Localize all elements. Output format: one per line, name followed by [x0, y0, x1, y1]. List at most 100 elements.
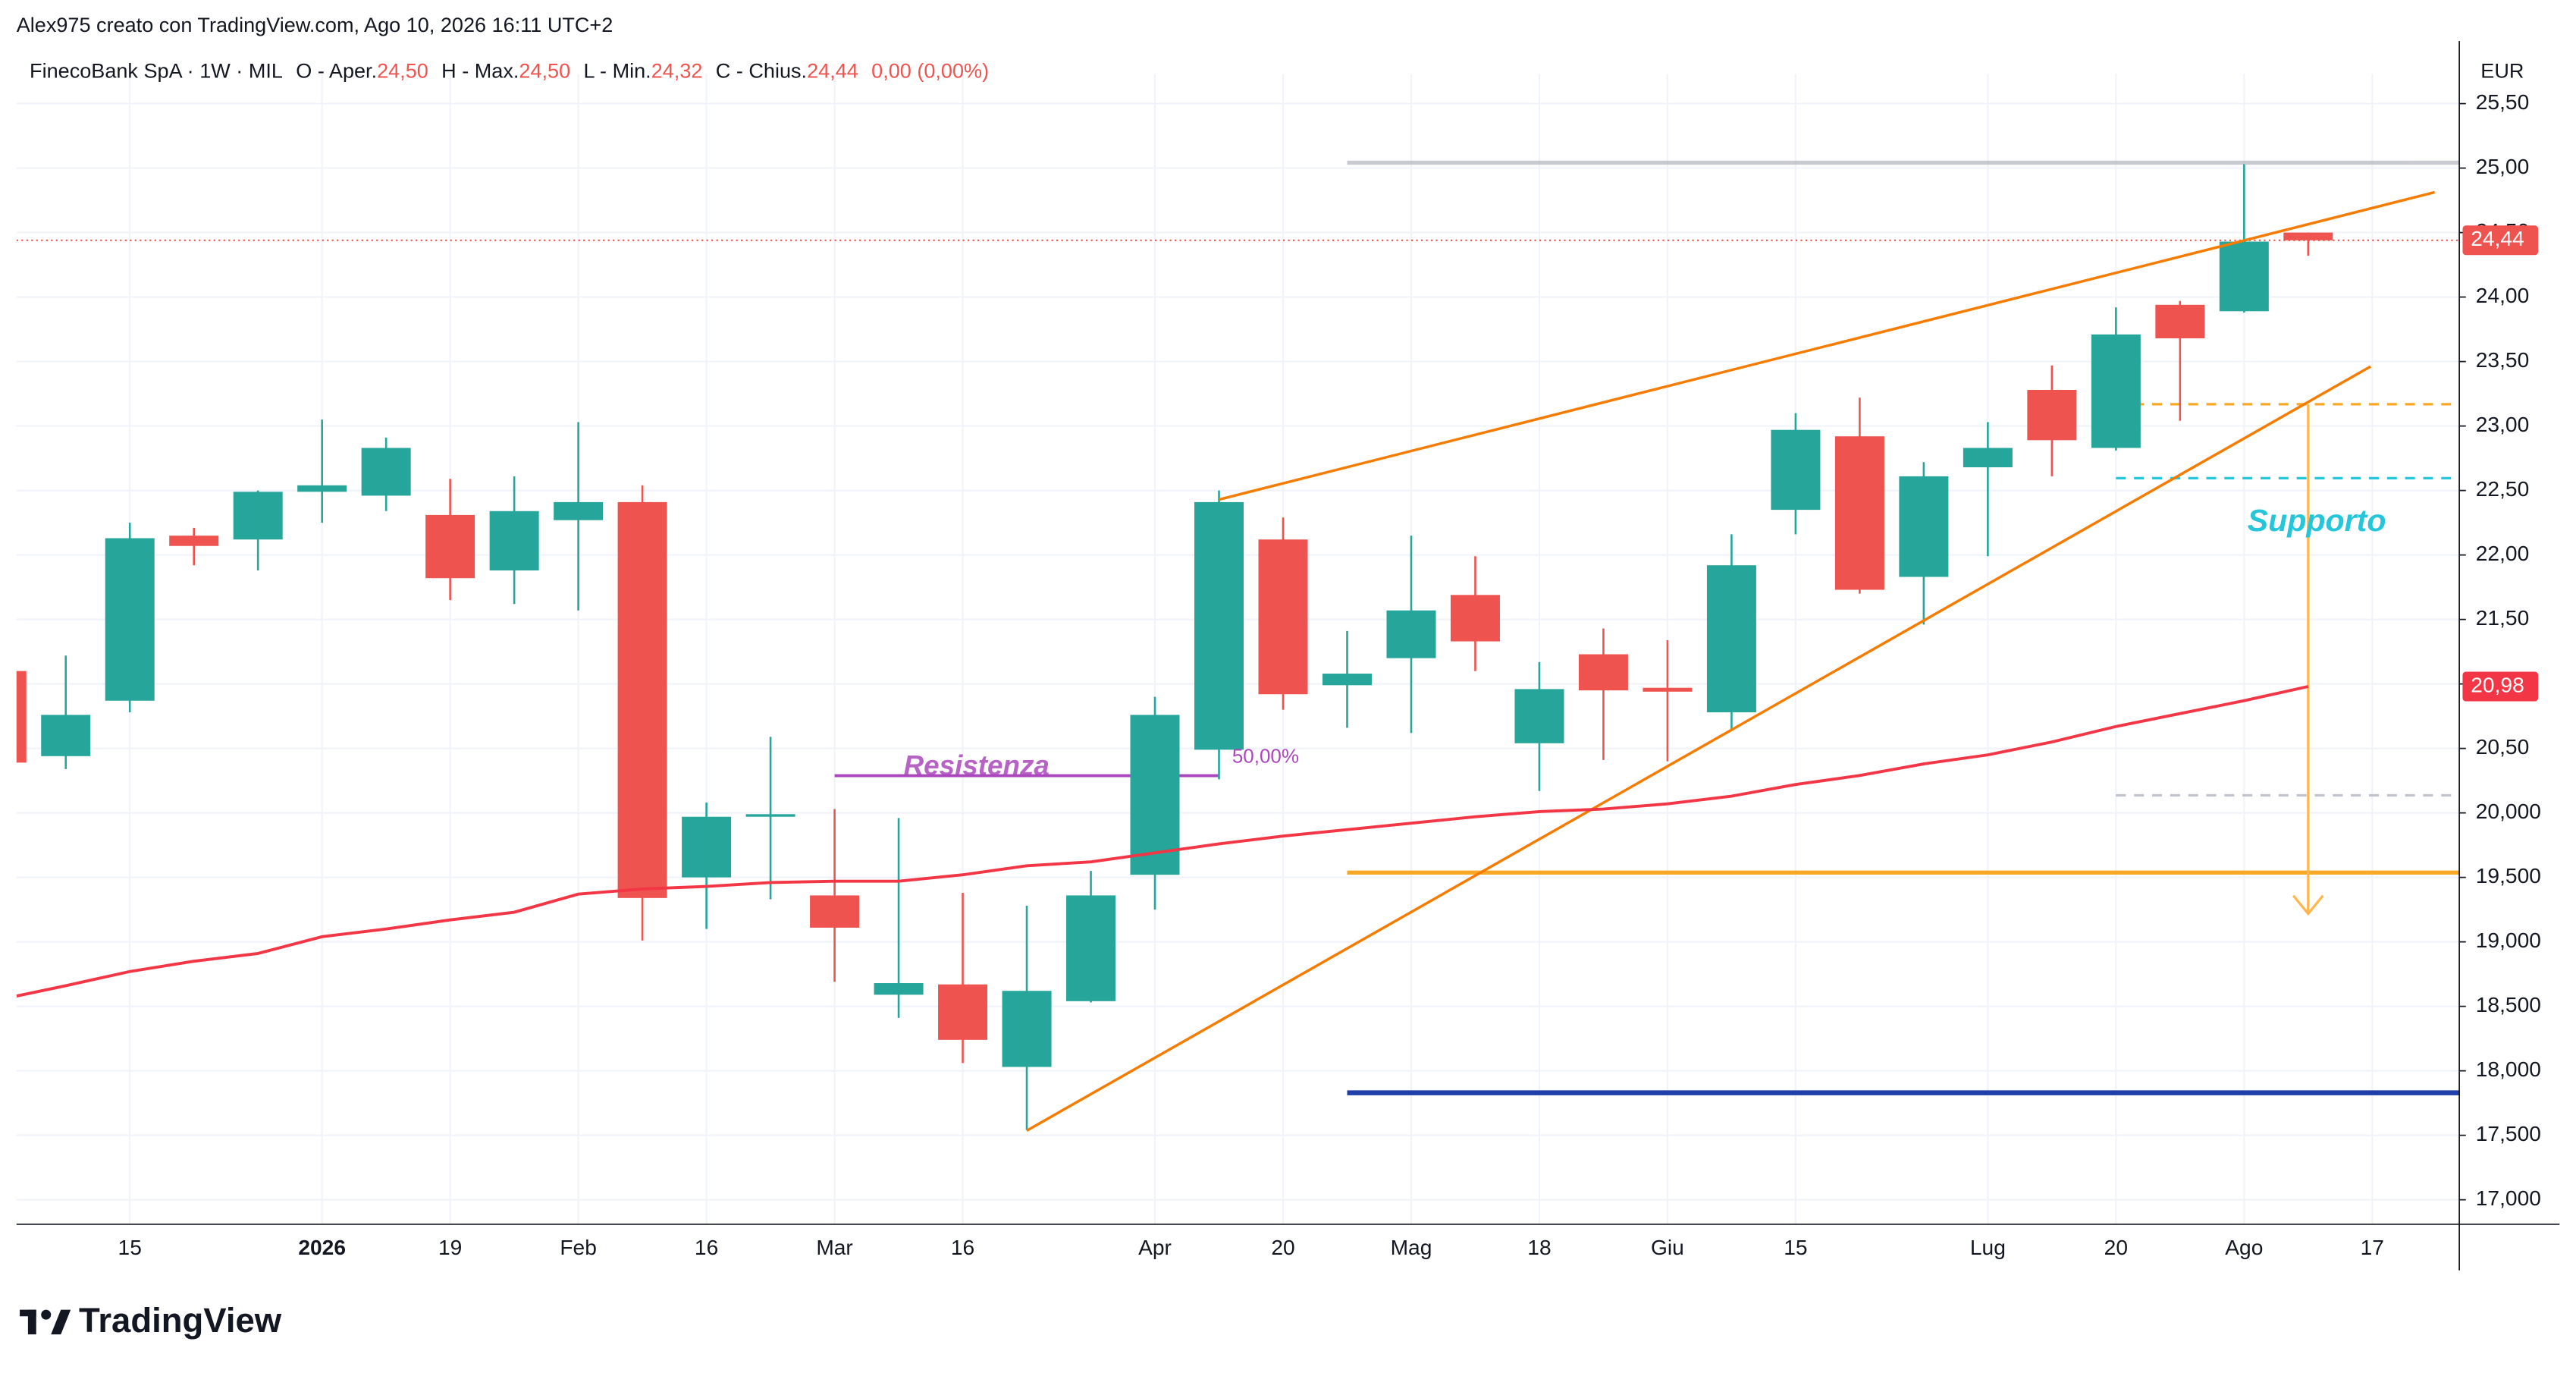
candle-body — [297, 485, 347, 492]
legend-symbol: FinecoBank SpA · 1W · MIL — [30, 58, 283, 82]
x-tick-label: Ago — [2225, 1236, 2263, 1259]
candle-body — [105, 538, 155, 701]
trend-line — [1219, 190, 2436, 501]
x-tick-label: 16 — [695, 1236, 718, 1259]
y-tick-label: 18,000 — [2476, 1057, 2541, 1081]
x-tick-label: 16 — [951, 1236, 974, 1259]
annotation: Supporto — [2248, 503, 2386, 538]
price-label: 20,98 — [2471, 673, 2524, 696]
candle-body — [1963, 448, 2013, 468]
legend-change: 0,00 (0,00%) — [871, 58, 989, 82]
candle-body — [1130, 715, 1180, 875]
annotation: 50,00% — [1232, 745, 1299, 768]
candle-body — [682, 816, 732, 878]
candle-body — [745, 814, 795, 817]
x-tick-label: Lug — [1970, 1236, 2006, 1259]
candle-body — [938, 984, 988, 1040]
legend-label: C - Chius. — [716, 58, 807, 82]
price-label-box — [2462, 671, 2539, 702]
brand: TradingView — [79, 1301, 282, 1340]
y-tick-label: 23,00 — [2476, 413, 2529, 436]
candle-body — [2027, 390, 2077, 441]
x-tick-label: 17 — [2361, 1236, 2384, 1259]
trend-lines — [1026, 190, 2436, 1132]
y-tick-label: 22,00 — [2476, 542, 2529, 565]
candle-body — [810, 895, 860, 928]
legend-value: 24,50 — [377, 58, 428, 82]
moving-average — [16, 685, 2309, 998]
x-tick-label: Apr — [1138, 1236, 1172, 1259]
legend-label: L - Min. — [583, 58, 651, 82]
y-tick-label: 17,000 — [2476, 1186, 2541, 1210]
candle-body — [2283, 232, 2333, 240]
price-label-box — [2462, 225, 2539, 256]
candle-body — [1322, 674, 1372, 686]
candle-body — [169, 536, 219, 546]
grid — [16, 74, 2460, 1224]
candle-body — [1386, 610, 1436, 658]
candles — [16, 164, 2460, 1130]
legend-label: H - Max. — [441, 58, 519, 82]
arrow-head — [2292, 894, 2324, 916]
y-tick-label: 17,500 — [2476, 1122, 2541, 1145]
candle-body — [1258, 539, 1308, 695]
x-tick-label: Giu — [1651, 1236, 1684, 1259]
legend-value: 24,32 — [651, 58, 703, 82]
x-tick-label: 15 — [1784, 1236, 1807, 1259]
candle-body — [2155, 304, 2205, 338]
candle-body — [1706, 565, 1756, 713]
x-tick-label: Mag — [1391, 1236, 1432, 1259]
y-tick-label: 23,50 — [2476, 348, 2529, 372]
candle-body — [554, 501, 604, 520]
legend: FinecoBank SpA · 1W · MIL O - Aper.24,50 H… — [30, 58, 989, 82]
legend-value: 24,44 — [807, 58, 858, 82]
candle-body — [425, 514, 475, 579]
candle-body — [2091, 334, 2141, 448]
trend-line — [1026, 365, 2371, 1132]
brand-logo — [20, 1309, 71, 1335]
x-tick-label: 20 — [1271, 1236, 1294, 1259]
candle-body — [1899, 476, 1949, 577]
candle-body — [41, 715, 91, 756]
candle-body — [1643, 687, 1693, 692]
candle-body — [1450, 595, 1500, 642]
candle-body — [2219, 241, 2269, 312]
candle-body — [361, 448, 411, 496]
y-tick-label: 22,50 — [2476, 477, 2529, 501]
candle-body — [874, 983, 924, 995]
candle-body — [1066, 895, 1116, 1001]
x-tick-label: Feb — [560, 1236, 597, 1259]
y-tick-label: 18,500 — [2476, 993, 2541, 1016]
candle-body — [16, 671, 27, 763]
y-tick-label: 25,50 — [2476, 90, 2529, 114]
x-tick-label: 18 — [1527, 1236, 1551, 1259]
x-tick-label: 20 — [2104, 1236, 2128, 1259]
y-tick-label: 25,00 — [2476, 155, 2529, 178]
header: Alex975 creato con TradingView.com, Ago … — [17, 13, 613, 36]
unit-box — [2461, 49, 2560, 96]
legend-value: 24,50 — [519, 58, 570, 82]
candle-body — [617, 501, 667, 898]
candle-body — [1834, 436, 1884, 590]
y-unit: EUR — [2480, 58, 2524, 82]
x-tick-label: Mar — [816, 1236, 853, 1259]
annotation: Resistenza — [904, 749, 1050, 781]
candle-body — [233, 492, 283, 540]
candle-body — [1514, 689, 1564, 743]
y-tick-label: 20,000 — [2476, 800, 2541, 823]
y-tick-label: 24,00 — [2476, 284, 2529, 307]
y-tick-label: 21,50 — [2476, 606, 2529, 630]
candle-body — [1194, 501, 1244, 750]
x-tick-label: 19 — [438, 1236, 462, 1259]
y-tick-label: 19,000 — [2476, 928, 2541, 952]
price-label: 24,44 — [2471, 227, 2524, 250]
x-tick-label: 2026 — [298, 1236, 346, 1259]
candle-body — [1771, 429, 1821, 511]
candle-body — [1002, 991, 1052, 1067]
y-tick-label: 20,50 — [2476, 735, 2529, 759]
y-tick-label: 19,500 — [2476, 864, 2541, 888]
candle-body — [489, 511, 539, 571]
legend-label: O - Aper. — [296, 58, 377, 82]
